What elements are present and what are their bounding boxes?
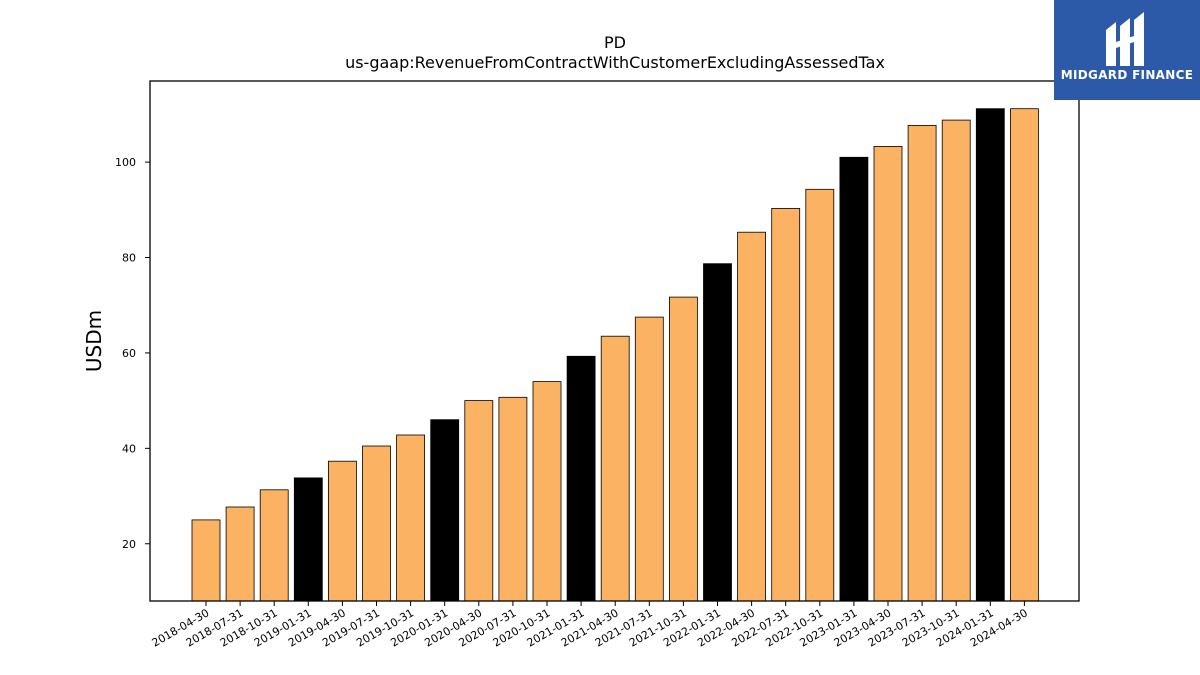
- y-tick-label: 80: [122, 252, 136, 265]
- y-tick-label: 40: [122, 442, 136, 455]
- chart-title-line-1: PD: [604, 33, 626, 52]
- bar-2020-07-31: [498, 396, 528, 602]
- bar-2020-01-31: [430, 419, 460, 602]
- bar-2024-04-30: [1010, 108, 1039, 602]
- bar-2021-04-30: [600, 335, 630, 602]
- y-tick-label: 20: [122, 538, 136, 551]
- bar-2018-10-31: [259, 489, 289, 602]
- logo-mark-icon: [1106, 12, 1144, 66]
- bar-2019-10-31: [396, 434, 426, 602]
- bars-group: [191, 108, 1039, 602]
- bar-2023-10-31: [941, 119, 971, 602]
- bar-2022-04-30: [737, 231, 766, 602]
- bar-2018-07-31: [225, 506, 255, 602]
- logo-text: MIDGARD FINANCE: [1060, 68, 1194, 82]
- bar-2022-01-31: [703, 263, 732, 602]
- plot-frame: [149, 80, 1080, 602]
- brand-logo: MIDGARD FINANCE: [1054, 0, 1200, 100]
- y-tick-label: 60: [122, 347, 136, 360]
- chart-title-line-2: us-gaap:RevenueFromContractWithCustomerE…: [345, 53, 885, 72]
- bar-2018-04-30: [191, 519, 221, 602]
- bar-2022-10-31: [805, 188, 835, 602]
- x-axis: 2018-04-302018-07-312018-10-312019-01-31…: [150, 601, 1030, 650]
- bar-2023-04-30: [873, 145, 903, 602]
- bar-2019-07-31: [362, 445, 391, 602]
- y-tick-label: 100: [115, 156, 136, 169]
- bar-2022-07-31: [771, 207, 801, 602]
- bar-2021-10-31: [669, 296, 698, 602]
- y-axis-label: USDm: [82, 310, 106, 372]
- bar-2019-04-30: [327, 460, 357, 602]
- bar-2024-01-31: [975, 108, 1005, 602]
- y-axis: 20 40 60 80 100: [115, 156, 150, 551]
- bar-2020-10-31: [532, 381, 562, 602]
- bar-2023-07-31: [907, 125, 937, 602]
- bar-2021-07-31: [634, 316, 664, 602]
- bar-2023-01-31: [839, 156, 869, 602]
- bar-2019-01-31: [293, 477, 323, 602]
- bar-2020-04-30: [464, 400, 494, 602]
- bar-2021-01-31: [566, 355, 596, 602]
